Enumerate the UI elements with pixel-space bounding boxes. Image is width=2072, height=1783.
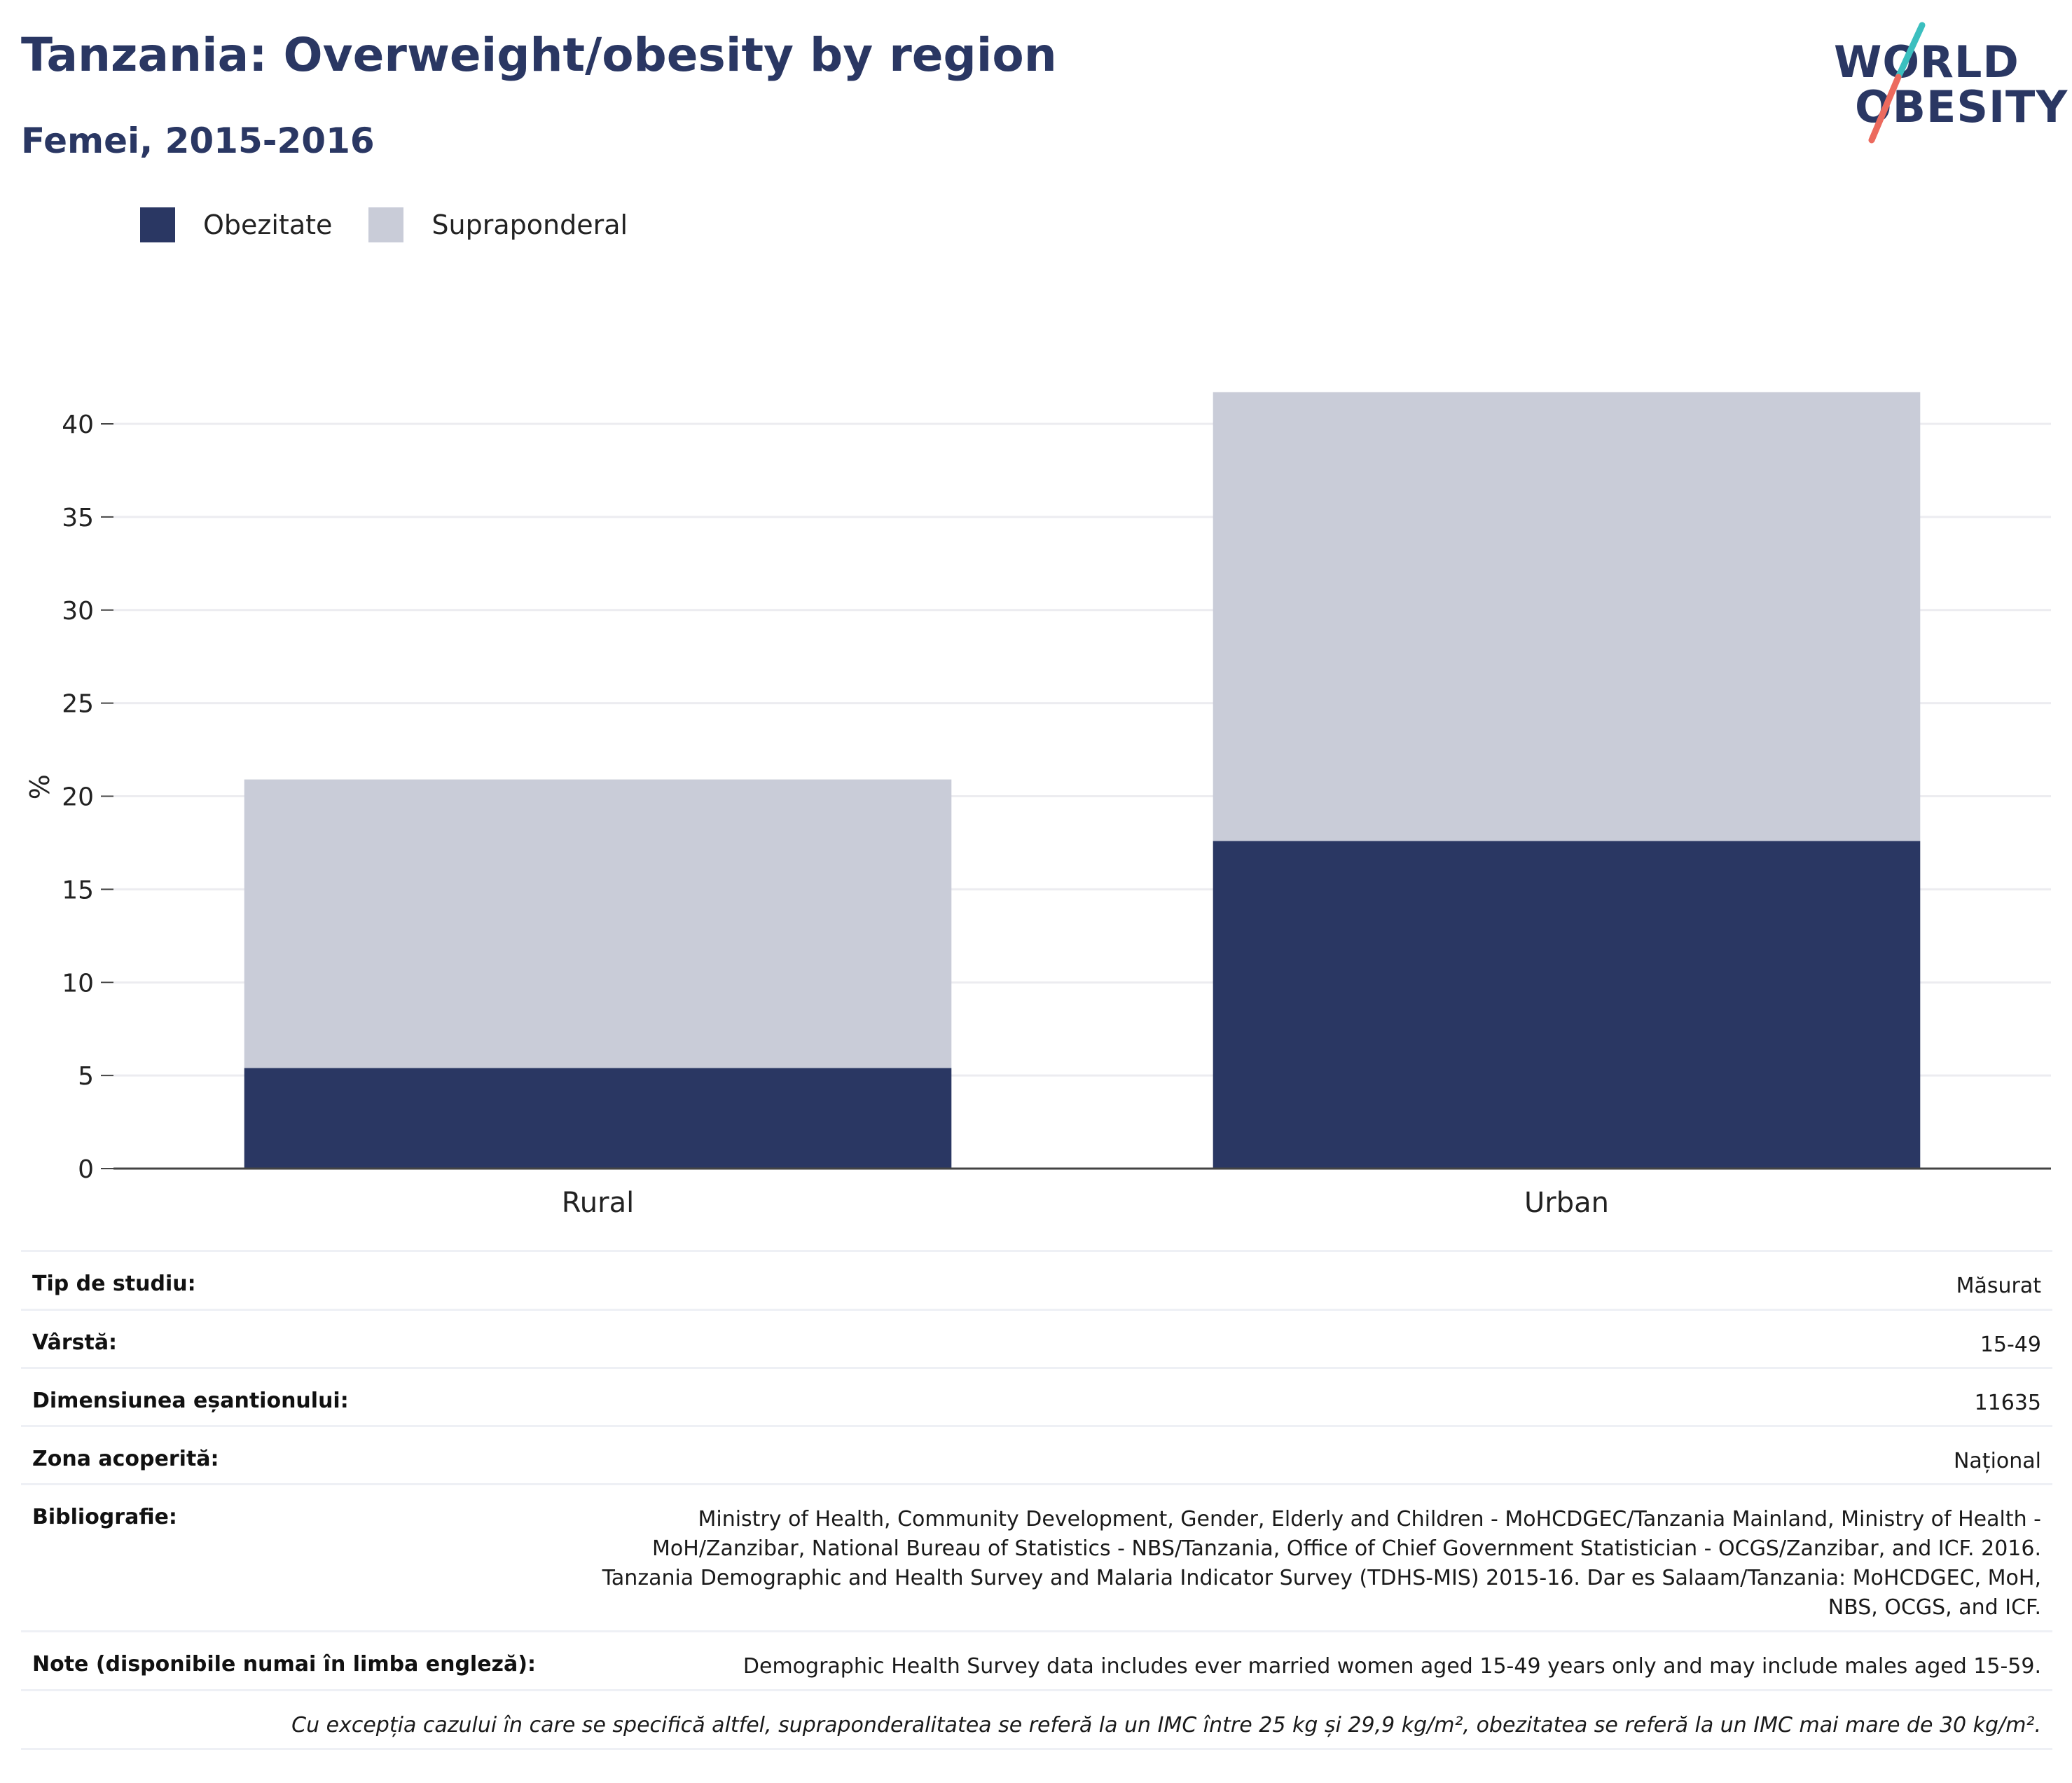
- y-tick-label: 5: [78, 1062, 94, 1091]
- meta-divider: [21, 1748, 2052, 1750]
- y-axis-label: %: [25, 774, 55, 799]
- meta-label: Bibliografie:: [32, 1505, 177, 1529]
- meta-value: Ministry of Health, Community Developmen…: [602, 1507, 2041, 1620]
- meta-label: Tip de studiu:: [32, 1272, 196, 1296]
- meta-row-notes: Note (disponibile numai în limba engleză…: [21, 1630, 2052, 1689]
- legend-item-obesity[interactable]: Obezitate: [140, 207, 332, 242]
- x-tick-label: Rural: [562, 1187, 634, 1219]
- bar-overweight: [244, 779, 952, 1068]
- bar-overweight: [1213, 392, 1921, 841]
- meta-value: Demographic Health Survey data includes …: [743, 1654, 2041, 1679]
- meta-row-footnote: Cu excepția cazului în care se specifică…: [21, 1689, 2052, 1748]
- x-tick-label: Urban: [1524, 1187, 1609, 1219]
- metadata-table: Tip de studiu: Măsurat Vârstă: 15-49 Dim…: [21, 1250, 2052, 1750]
- legend-label-overweight: Supraponderal: [431, 209, 628, 240]
- y-tick-label: 10: [62, 969, 94, 998]
- chart-legend: Obezitate Supraponderal: [140, 207, 664, 242]
- y-tick-label: 35: [62, 504, 94, 532]
- bar-obesity: [244, 1068, 952, 1169]
- meta-row-coverage: Zona acoperită: Național: [21, 1425, 2052, 1483]
- meta-label: Vârstă:: [32, 1330, 118, 1355]
- bar-obesity: [1213, 841, 1921, 1169]
- y-tick-label: 15: [62, 876, 94, 904]
- meta-value: 15-49: [1980, 1333, 2041, 1357]
- meta-label: Dimensiunea eșantionului:: [32, 1389, 349, 1413]
- y-tick-label: 25: [62, 690, 94, 719]
- meta-row-bibliography: Bibliografie: Ministry of Health, Commun…: [21, 1483, 2052, 1630]
- legend-swatch-obesity: [140, 207, 175, 242]
- meta-row-sample-size: Dimensiunea eșantionului: 11635: [21, 1367, 2052, 1425]
- chart-subtitle: Femei, 2015-2016: [21, 121, 375, 161]
- logo-word-top: WORLD: [1834, 36, 2019, 88]
- meta-label: Note (disponibile numai în limba engleză…: [32, 1652, 536, 1677]
- meta-value: 11635: [1974, 1391, 2041, 1415]
- y-tick-label: 40: [62, 411, 94, 439]
- footnote-text: Cu excepția cazului în care se specifică…: [291, 1713, 2041, 1737]
- y-tick-label: 20: [62, 783, 94, 812]
- bar-chart: 0 5 10 15 20 25 30 35 40% Rural Urban: [25, 392, 2051, 1219]
- meta-row-study-type: Tip de studiu: Măsurat: [21, 1250, 2052, 1309]
- legend-label-obesity: Obezitate: [203, 209, 333, 240]
- chart-title: Tanzania: Overweight/obesity by region: [21, 28, 1057, 82]
- y-tick-label: 0: [78, 1155, 94, 1184]
- y-tick-label: 30: [62, 597, 94, 626]
- meta-label: Zona acoperită:: [32, 1447, 219, 1471]
- meta-value: Măsurat: [1956, 1274, 2041, 1298]
- logo-slash-icon: [1868, 22, 1926, 144]
- legend-item-overweight[interactable]: Supraponderal: [368, 207, 628, 242]
- world-obesity-logo: WORLD OBESITY: [1828, 21, 2067, 147]
- legend-swatch-overweight: [368, 207, 404, 242]
- meta-row-age: Vârstă: 15-49: [21, 1309, 2052, 1367]
- meta-value: Național: [1953, 1449, 2041, 1473]
